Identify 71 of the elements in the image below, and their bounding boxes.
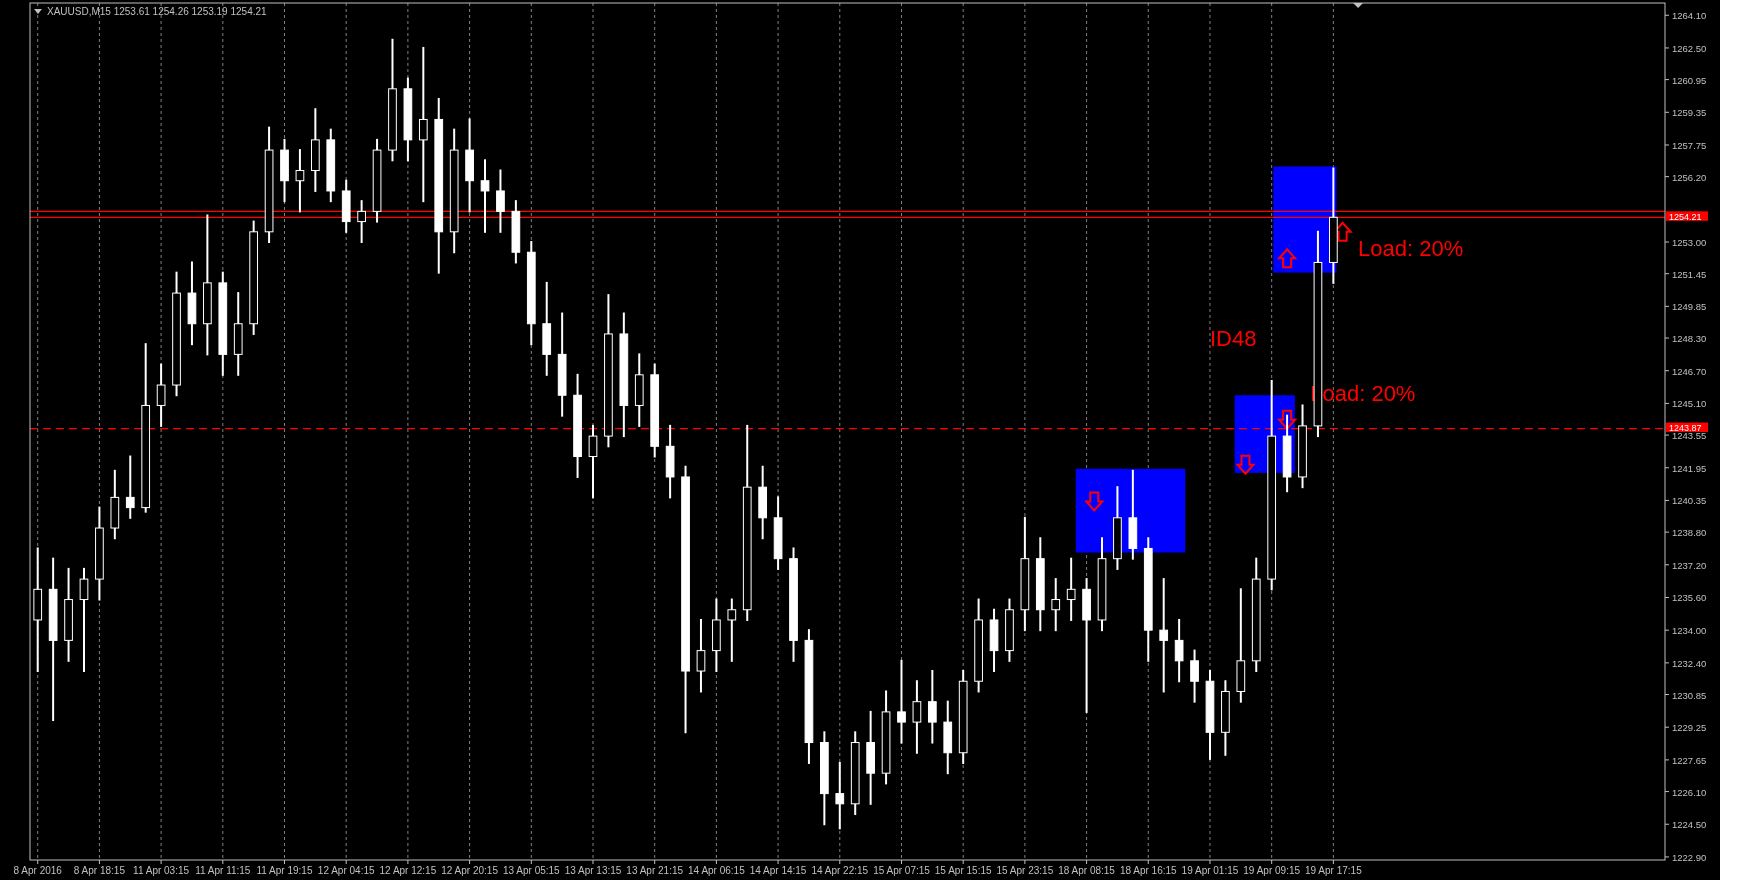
x-tick-label: 8 Apr 2016 (13, 865, 63, 876)
x-tick-label: 13 Apr 05:15 (502, 865, 561, 876)
y-tick-label: 1235.60 (1672, 592, 1707, 604)
candlestick (295, 149, 305, 213)
x-tick-label: 18 Apr 08:15 (1058, 865, 1116, 876)
x-tick-label: 12 Apr 12:15 (379, 865, 437, 876)
y-tick-label: 1238.80 (1672, 527, 1707, 539)
y-tick-label: 1240.35 (1672, 495, 1707, 507)
chart-title: XAUUSD,M15 1253.61 1254.26 1253.19 1254.21 (47, 6, 268, 17)
candlestick (727, 598, 737, 662)
y-tick-label: 1249.85 (1672, 301, 1707, 313)
x-tick-label: 11 Apr 19:15 (256, 865, 313, 876)
x-tick-label: 14 Apr 06:15 (688, 865, 746, 876)
candlestick (897, 659, 906, 744)
y-tick-label: 1237.20 (1672, 559, 1707, 571)
annotation: ID48 (1209, 326, 1257, 352)
x-tick-label: 8 Apr 18:15 (73, 865, 126, 876)
x-tick-label: 11 Apr 11:15 (195, 865, 251, 876)
x-tick-label: 18 Apr 16:15 (1119, 865, 1178, 876)
y-tick-label: 1226.10 (1672, 786, 1707, 798)
candlestick (496, 169, 505, 233)
y-tick-label: 1232.40 (1672, 657, 1707, 669)
candlestick (696, 618, 706, 693)
y-tick-label: 1224.50 (1672, 819, 1707, 831)
candlestick (1190, 649, 1199, 703)
x-tick-label: 12 Apr 20:15 (441, 865, 499, 876)
y-tick-label: 1234.00 (1672, 625, 1707, 637)
x-tick-label: 14 Apr 14:15 (749, 865, 807, 876)
y-tick-label: 1253.00 (1672, 237, 1707, 249)
annotation: Load: 20% (1358, 236, 1464, 262)
x-tick-label: 15 Apr 15:15 (934, 865, 992, 876)
candlestick (1159, 578, 1169, 693)
y-tick-label: 1256.20 (1672, 171, 1707, 183)
candlestick (1066, 557, 1076, 621)
candlestick (1051, 578, 1061, 632)
y-tick-label: 1245.10 (1672, 398, 1707, 410)
x-tick-label: 19 Apr 17:15 (1305, 865, 1363, 876)
x-tick-label: 11 Apr 03:15 (133, 865, 190, 876)
y-tick-label: 1241.95 (1672, 462, 1707, 474)
y-tick-label: 1246.70 (1672, 365, 1707, 377)
candlestick (912, 680, 922, 754)
y-tick-label: 1264.10 (1672, 10, 1707, 22)
candlestick (156, 363, 166, 427)
x-tick-label: 19 Apr 09:15 (1243, 865, 1301, 876)
candlestick (79, 567, 89, 673)
x-tick-label: 15 Apr 23:15 (996, 865, 1054, 876)
candlestick (927, 670, 937, 744)
y-tick-label: 1230.85 (1672, 689, 1707, 701)
x-tick-label: 15 Apr 07:15 (873, 865, 931, 876)
ref-line-label: 1254.21 (1669, 211, 1702, 222)
y-tick-label: 1260.95 (1672, 74, 1707, 86)
y-tick-label: 1259.35 (1672, 107, 1707, 119)
candlestick (1174, 618, 1184, 683)
x-tick-label: 19 Apr 01:15 (1181, 865, 1239, 876)
y-tick-label: 1227.65 (1672, 754, 1707, 766)
y-tick-label: 1262.50 (1672, 42, 1707, 54)
y-tick-label: 1222.90 (1672, 851, 1707, 863)
candlestick (588, 424, 598, 499)
candlestick (418, 46, 428, 203)
x-tick-label: 13 Apr 21:15 (626, 865, 684, 876)
x-tick-label: 13 Apr 13:15 (564, 865, 622, 876)
candlestick (125, 455, 135, 519)
candlestick (480, 159, 490, 233)
candlestick (835, 761, 845, 830)
y-tick-label: 1229.25 (1672, 722, 1707, 734)
candlestick (357, 200, 366, 244)
y-tick-label: 1248.30 (1672, 333, 1707, 345)
x-tick-label: 12 Apr 04:15 (317, 865, 375, 876)
x-tick-label: 14 Apr 22:15 (811, 865, 869, 876)
y-tick-label: 1251.45 (1672, 268, 1707, 280)
y-tick-label: 1257.75 (1672, 139, 1707, 151)
